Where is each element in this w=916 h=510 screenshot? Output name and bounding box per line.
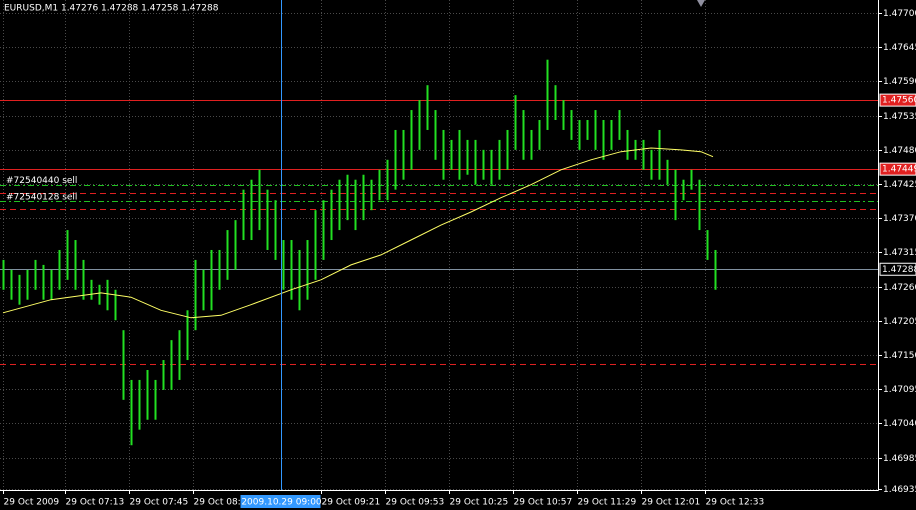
shift-marker [697, 0, 705, 7]
x-tick-label: 29 Oct 12:01 [642, 498, 701, 508]
y-tick-label: 1.47095 [883, 385, 916, 395]
y-tick-label: 1.47205 [883, 317, 916, 327]
y-tick-label: 1.46935 [883, 485, 916, 495]
x-tick-label: 29 Oct 09:21 [322, 498, 381, 508]
x-tick-label: 29 Oct 2009 [4, 498, 60, 508]
y-tick-label: 1.47370 [883, 214, 916, 224]
y-tick-label: 1.47700 [883, 9, 916, 19]
price-label-box [879, 262, 916, 276]
crosshair-label: 2009.10.29 09:00 [241, 498, 322, 508]
price-label-box [879, 93, 916, 107]
x-tick-label: 29 Oct 10:25 [450, 498, 509, 508]
y-tick-label: 1.47260 [883, 283, 916, 293]
x-tick-label: 29 Oct 11:29 [578, 498, 637, 508]
price-label-box [879, 162, 916, 176]
x-tick-label: 29 Oct 07:45 [130, 498, 189, 508]
moving-average [2, 147, 714, 319]
x-tick-label: 29 Oct 09:53 [386, 498, 445, 508]
y-tick-label: 1.47535 [883, 112, 916, 122]
y-tick-label: 1.47040 [883, 419, 916, 429]
chart-title: EURUSD,M1 1.47276 1.47288 1.47258 1.4728… [4, 4, 219, 14]
y-tick-label: 1.47480 [883, 146, 916, 156]
y-tick-label: 1.47315 [883, 248, 916, 258]
price-label: 1.47560 [882, 96, 916, 106]
y-tick-label: 1.46985 [883, 454, 916, 464]
order-label: #72540128 sell [6, 192, 77, 202]
price-label: 1.47449 [882, 165, 916, 175]
x-tick-label: 29 Oct 07:13 [66, 498, 125, 508]
y-tick-label: 1.47590 [883, 77, 916, 87]
order-label: #72540440 sell [6, 176, 77, 186]
x-tick-label: 29 Oct 08:17 [194, 498, 253, 508]
x-tick-label: 29 Oct 10:57 [514, 498, 573, 508]
y-tick-label: 1.47425 [883, 180, 916, 190]
y-tick-label: 1.47645 [883, 43, 916, 53]
y-tick-label: 1.47150 [883, 351, 916, 361]
x-tick-label: 29 Oct 12:33 [706, 498, 765, 508]
crosshair-label-box [240, 495, 321, 508]
price-label: 1.47288 [882, 265, 916, 275]
